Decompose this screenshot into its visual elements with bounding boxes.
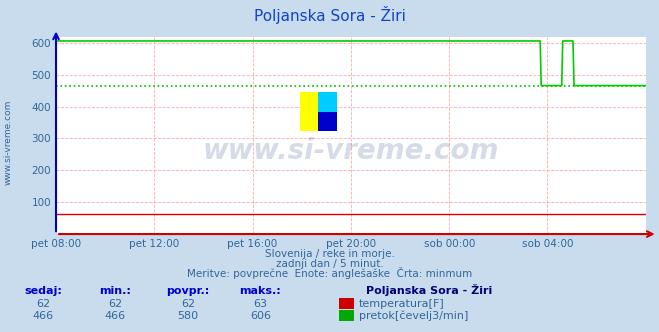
- Text: 62: 62: [108, 299, 123, 309]
- Text: zadnji dan / 5 minut.: zadnji dan / 5 minut.: [275, 259, 384, 269]
- Text: 466: 466: [105, 311, 126, 321]
- Bar: [318, 112, 337, 131]
- Text: www.si-vreme.com: www.si-vreme.com: [203, 137, 499, 165]
- Text: Meritve: povprečne  Enote: anglešaške  Črta: minmum: Meritve: povprečne Enote: anglešaške Črt…: [187, 267, 472, 279]
- Text: maks.:: maks.:: [239, 286, 281, 296]
- Bar: [300, 92, 318, 131]
- Text: 606: 606: [250, 311, 271, 321]
- Text: temperatura[F]: temperatura[F]: [359, 299, 445, 309]
- Bar: [318, 92, 337, 112]
- Text: Slovenija / reke in morje.: Slovenija / reke in morje.: [264, 249, 395, 259]
- Text: povpr.:: povpr.:: [166, 286, 210, 296]
- Text: pretok[čevelj3/min]: pretok[čevelj3/min]: [359, 311, 469, 321]
- Text: 62: 62: [36, 299, 50, 309]
- Text: Poljanska Sora - Žiri: Poljanska Sora - Žiri: [254, 6, 405, 24]
- Text: 62: 62: [181, 299, 195, 309]
- Text: www.si-vreme.com: www.si-vreme.com: [3, 100, 13, 186]
- Text: 580: 580: [177, 311, 198, 321]
- Text: 466: 466: [32, 311, 53, 321]
- Text: 63: 63: [253, 299, 268, 309]
- Text: sedaj:: sedaj:: [24, 286, 62, 296]
- Text: min.:: min.:: [100, 286, 131, 296]
- Text: Poljanska Sora - Žiri: Poljanska Sora - Žiri: [366, 284, 492, 296]
